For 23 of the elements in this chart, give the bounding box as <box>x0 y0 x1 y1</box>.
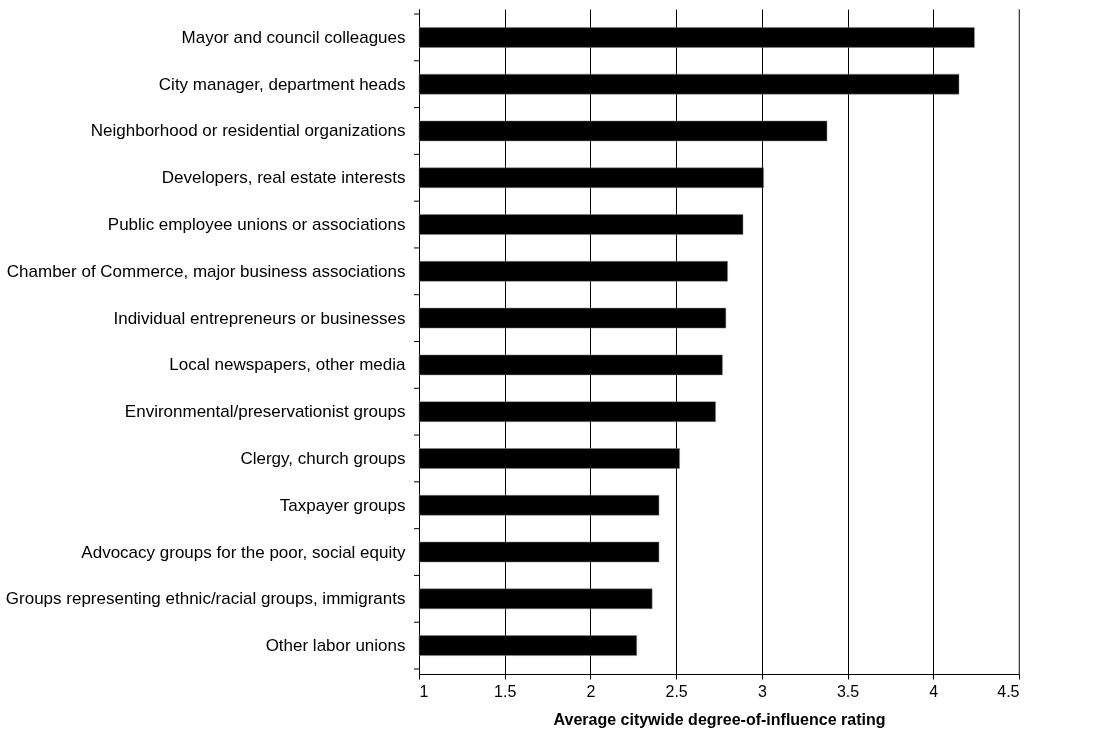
x-tick-label: 4 <box>929 682 939 700</box>
x-tick-label: 3 <box>757 682 767 700</box>
x-tick-label: 3.5 <box>836 682 860 700</box>
x-tick-label: 1.5 <box>494 682 517 700</box>
y-tick-label: Local newspapers, other media <box>169 355 407 375</box>
y-tick-label: Advocacy groups for the poor, social equity <box>81 542 406 562</box>
y-tick-label: Taxpayer groups <box>279 495 406 515</box>
y-tick-label: Environmental/preservationist groups <box>124 402 406 422</box>
x-tick-label: 2 <box>586 682 596 700</box>
y-tick-label: Clergy, church groups <box>240 448 406 468</box>
y-tick-label: Chamber of Commerce, major business associations <box>6 261 406 281</box>
y-tick-label: Groups representing ethnic/racial groups, immigrants <box>5 589 406 609</box>
x-tick-label: 1 <box>419 682 429 700</box>
x-tick-label: 4.5 <box>997 682 1020 700</box>
y-tick-label: Individual entrepreneurs or businesses <box>113 308 406 328</box>
y-tick-label: Mayor and council colleagues <box>181 27 406 47</box>
x-axis-title: Average citywide degree-of-influence rating <box>553 710 886 728</box>
y-tick-label: City manager, department heads <box>158 74 406 94</box>
y-tick-label: Neighborhood or residential organizations <box>90 121 406 141</box>
x-tick-label: 2.5 <box>665 682 688 700</box>
y-tick-label: Public employee unions or associations <box>107 215 406 235</box>
y-tick-label: Other labor unions <box>265 636 406 656</box>
y-tick-label: Developers, real estate interests <box>161 168 406 188</box>
